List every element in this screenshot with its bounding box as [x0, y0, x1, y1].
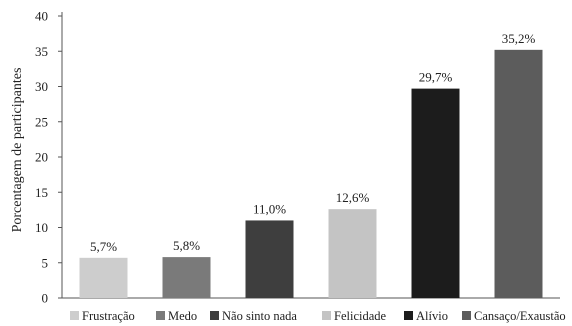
y-tick-label: 0 [42, 291, 49, 306]
legend-label-5: Cansaço/Exaustão [474, 309, 566, 323]
bar-4 [411, 88, 460, 299]
data-label-4: 29,7% [419, 70, 453, 85]
bar-0 [79, 257, 128, 298]
y-tick-label: 25 [35, 114, 48, 129]
bars [79, 49, 543, 299]
bar-3 [328, 209, 377, 298]
legend-label-3: Felicidade [334, 309, 387, 323]
y-tick-label: 5 [42, 255, 49, 270]
data-label-0: 5,7% [90, 239, 117, 254]
y-tick-label: 35 [35, 44, 48, 59]
legend-swatch-0 [70, 311, 79, 320]
legend-label-1: Medo [168, 309, 197, 323]
y-tick-label: 15 [35, 185, 48, 200]
legend-swatch-4 [404, 311, 413, 320]
data-label-5: 35,2% [502, 31, 536, 46]
y-tick-label: 10 [35, 220, 48, 235]
legend-swatch-2 [210, 311, 219, 320]
data-label-1: 5,8% [173, 238, 200, 253]
y-tick-label: 40 [35, 9, 48, 24]
data-labels: 5,7% 5,8% 11,0% 12,6% 29,7% 35,2% [90, 31, 536, 254]
y-axis-label: Porcentagem de participantes [10, 68, 25, 233]
bar-2 [245, 220, 294, 298]
legend-label-0: Frustração [82, 309, 135, 323]
legend-label-2: Não sinto nada [222, 309, 297, 323]
bar-5 [494, 49, 543, 299]
legend-swatch-5 [462, 311, 471, 320]
legend-label-4: Alívio [416, 309, 448, 323]
y-tick-label: 20 [35, 150, 48, 165]
data-label-2: 11,0% [253, 201, 286, 216]
legend-swatch-3 [322, 311, 331, 320]
data-label-3: 12,6% [336, 190, 370, 205]
bar-1 [162, 257, 211, 298]
y-tick-label: 30 [35, 79, 48, 94]
legend-swatch-1 [156, 311, 165, 320]
y-axis: 0 5 10 15 20 25 30 35 40 [35, 9, 63, 306]
legend: Frustração Medo Não sinto nada Felicidade Al… [70, 309, 566, 323]
